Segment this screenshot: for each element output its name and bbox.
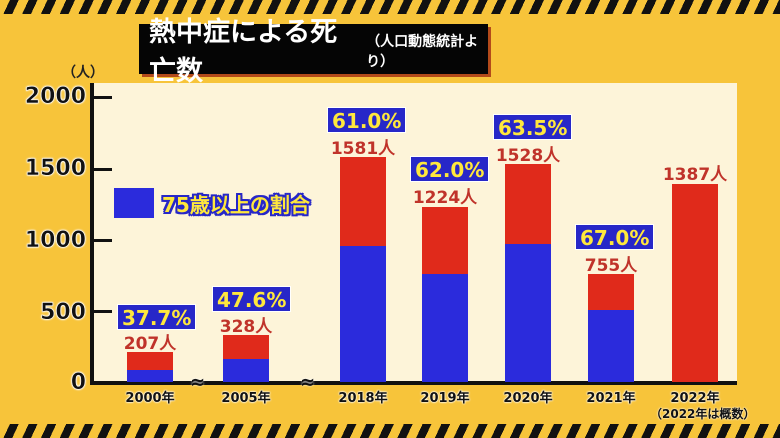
bar-segment-over75 — [422, 274, 468, 382]
y-tick-label: 1500 — [24, 156, 87, 182]
count-label: 328人 — [219, 317, 273, 337]
bar-segment-total — [672, 184, 718, 382]
x-tick-label: 2005年 — [221, 391, 271, 406]
footnote: （2022年は概数） — [650, 407, 756, 421]
y-tick-label: 2000 — [24, 84, 87, 110]
count-label: 1581人 — [330, 139, 396, 159]
pct-badge: 61.0% — [327, 107, 407, 133]
chart-title: 熱中症による死亡数 — [149, 17, 338, 87]
bar-segment-over75 — [505, 244, 551, 382]
bar-segment-total — [505, 164, 551, 244]
count-label: 207人 — [123, 334, 177, 354]
legend: 75歳以上の割合 — [114, 188, 310, 218]
hazard-stripe-top — [0, 0, 780, 14]
count-label: 755人 — [584, 256, 638, 276]
pct-badge: 67.0% — [575, 224, 655, 250]
y-tick — [92, 239, 112, 242]
pct-badge: 47.6% — [212, 286, 292, 312]
bar-segment-total — [340, 157, 386, 246]
pct-badge: 62.0% — [410, 156, 490, 182]
bar-segment-over75 — [127, 370, 173, 382]
y-tick — [92, 168, 112, 171]
count-label: 1224人 — [412, 188, 478, 208]
count-label: 1528人 — [495, 146, 561, 166]
y-tick-label: 500 — [40, 300, 86, 326]
chart-subtitle: （人口動態統計より） — [366, 34, 479, 70]
bar-segment-over75 — [223, 359, 269, 382]
bar-2005 — [223, 335, 269, 382]
bar-2020 — [505, 164, 551, 382]
pct-badge: 37.7% — [117, 304, 197, 330]
legend-label: 75歳以上の割合 — [162, 192, 310, 217]
bar-2000 — [127, 352, 173, 382]
bar-segment-total — [588, 274, 634, 310]
bar-2019 — [422, 207, 468, 382]
bar-segment-over75 — [588, 310, 634, 382]
bar-2022 — [672, 184, 718, 382]
y-tick — [92, 310, 112, 313]
y-axis — [90, 83, 94, 385]
x-axis — [90, 381, 737, 385]
axis-break-icon: ≈ — [300, 372, 316, 393]
bar-2018 — [340, 157, 386, 382]
x-tick-label: 2000年 — [125, 391, 175, 406]
bar-segment-total — [127, 352, 173, 370]
y-axis-unit: （人） — [62, 65, 104, 81]
bar-segment-total — [422, 207, 468, 274]
y-tick-label: 0 — [70, 370, 86, 396]
x-tick-label: 2020年 — [503, 391, 553, 406]
chart-title-box: 熱中症による死亡数 （人口動態統計より） — [139, 17, 488, 87]
hazard-stripe-bottom — [0, 424, 780, 438]
bar-2021 — [588, 274, 634, 382]
x-tick-label: 2019年 — [420, 391, 470, 406]
x-tick-label: 2018年 — [338, 391, 388, 406]
count-label: 1387人 — [662, 165, 728, 185]
x-tick-label: 2022年 — [670, 391, 720, 406]
axis-break-icon: ≈ — [190, 372, 206, 393]
x-tick-label: 2021年 — [586, 391, 636, 406]
bar-segment-total — [223, 335, 269, 359]
bar-segment-over75 — [340, 246, 386, 382]
pct-badge: 63.5% — [493, 114, 573, 140]
legend-swatch-over75 — [114, 188, 154, 218]
y-tick-label: 1000 — [24, 228, 87, 254]
y-tick — [92, 96, 112, 99]
